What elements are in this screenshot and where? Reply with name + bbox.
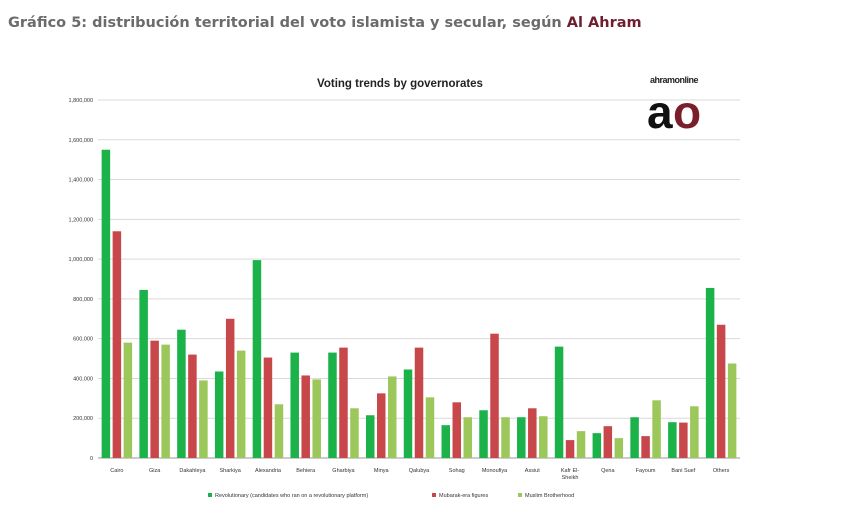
bar xyxy=(403,369,413,458)
bar xyxy=(463,417,473,458)
y-tick-label: 0 xyxy=(90,456,93,462)
bar xyxy=(301,375,310,458)
bars xyxy=(101,149,737,458)
bar xyxy=(199,380,208,458)
x-category-label: Giza xyxy=(149,468,161,474)
x-category-label: Kafr El-Sheikh xyxy=(561,468,580,481)
bar xyxy=(592,433,602,458)
x-category-label: Sohag xyxy=(449,468,465,474)
x-category-label: Cairo xyxy=(110,468,123,474)
chart-title: Voting trends by governorates xyxy=(317,78,483,90)
bar xyxy=(376,393,386,458)
x-category-label: Monoufiya xyxy=(482,468,508,474)
bar xyxy=(668,422,677,458)
bar xyxy=(365,415,375,458)
bar xyxy=(112,231,122,458)
bar xyxy=(641,436,650,458)
bar xyxy=(328,352,337,458)
bar xyxy=(630,417,639,458)
ahramonline-logo: ahramonline a o xyxy=(647,75,704,138)
y-tick-label: 800,000 xyxy=(73,297,93,303)
bar xyxy=(565,440,575,458)
legend-label: Revolutionary (candidates who ran on a r… xyxy=(215,493,368,499)
bar xyxy=(490,333,499,458)
bar xyxy=(150,340,159,458)
bar xyxy=(528,408,537,458)
x-category-label: Gharbiya xyxy=(332,468,355,474)
bar xyxy=(177,329,186,458)
bar xyxy=(479,410,488,458)
caption-source: Al Ahram xyxy=(566,15,642,31)
y-tick-label: 1,000,000 xyxy=(69,257,93,263)
bar xyxy=(517,417,526,458)
bar xyxy=(501,417,510,458)
legend-swatch xyxy=(208,493,212,497)
figure-caption: Gráfico 5: distribución territorial del … xyxy=(8,15,642,31)
y-tick-label: 1,200,000 xyxy=(69,217,93,223)
bar xyxy=(225,318,235,458)
bar xyxy=(236,350,246,458)
bar xyxy=(614,438,624,458)
bar xyxy=(290,352,299,458)
bar xyxy=(690,406,699,458)
bar xyxy=(441,425,451,458)
legend: Revolutionary (candidates who ran on a r… xyxy=(208,493,574,499)
bar xyxy=(554,346,564,458)
x-category-label: Qalubya xyxy=(409,468,430,474)
bar xyxy=(123,342,133,458)
logo-letter-a: a xyxy=(647,86,673,138)
y-tick-label: 1,400,000 xyxy=(69,178,93,184)
bar xyxy=(188,354,197,458)
bar xyxy=(263,357,273,458)
bar xyxy=(425,397,435,458)
x-category-label: Behiera xyxy=(296,468,316,474)
y-tick-label: 1,600,000 xyxy=(69,138,93,144)
bar xyxy=(387,376,397,458)
bar xyxy=(139,289,148,458)
bar xyxy=(716,324,726,458)
y-tick-label: 600,000 xyxy=(73,337,93,343)
x-category-label: Minya xyxy=(374,468,390,474)
bar xyxy=(214,371,224,458)
bar xyxy=(679,422,688,458)
bar xyxy=(339,347,348,458)
x-category-label: Alexandria xyxy=(255,468,282,474)
legend-label: Muslim Brotherhood xyxy=(525,493,574,499)
x-category-label: Qena xyxy=(601,468,615,474)
bar xyxy=(101,149,111,458)
x-category-label: Bani Suef xyxy=(671,468,695,474)
y-tick-label: 200,000 xyxy=(73,416,93,422)
legend-swatch xyxy=(432,493,436,497)
bar xyxy=(252,260,262,458)
bar xyxy=(539,416,548,458)
bar xyxy=(161,344,170,458)
x-category-label: Dakahleya xyxy=(179,468,206,474)
y-tick-label: 1,800,000 xyxy=(69,98,93,104)
x-category-label: Sharkiya xyxy=(219,468,241,474)
logo-letter-o: o xyxy=(673,86,700,138)
x-axis-categories: Cairo Giza Dakahleya Sharkiya Alexandria Behi… xyxy=(110,468,729,481)
bar xyxy=(603,426,613,458)
bar xyxy=(312,379,321,458)
y-axis-ticks: 0 200,000 400,000 600,000 800,000 1,000,000 1,… xyxy=(69,98,93,462)
bar xyxy=(705,287,715,458)
caption-text: Gráfico 5: distribución territorial del … xyxy=(8,15,567,31)
bar xyxy=(414,347,424,458)
bar xyxy=(350,408,359,458)
bar xyxy=(727,363,737,458)
legend-swatch xyxy=(518,493,522,497)
y-tick-label: 400,000 xyxy=(73,376,93,382)
legend-label: Mubarak-era figures xyxy=(439,493,488,499)
bar xyxy=(652,400,661,458)
x-category-label: Others xyxy=(713,468,730,474)
logo-wordmark: ahramonline xyxy=(650,75,699,85)
x-category-label: Assiut xyxy=(525,468,540,474)
x-category-label: Fayoum xyxy=(636,468,656,474)
bar xyxy=(452,402,462,458)
bar xyxy=(274,404,284,458)
bar xyxy=(576,431,586,458)
